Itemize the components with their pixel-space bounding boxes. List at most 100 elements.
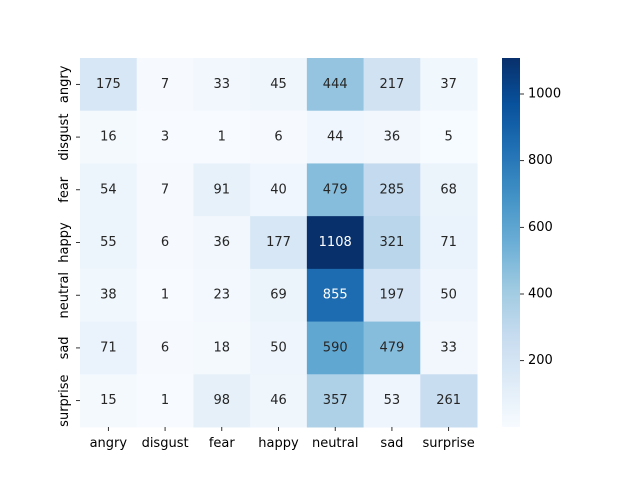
cell-value-label-surprise-happy: 46 bbox=[270, 393, 287, 408]
heatmap-cell-happy-sad bbox=[363, 216, 421, 270]
heatmap-cell-angry-surprise bbox=[420, 58, 478, 112]
heatmap-cell-happy-fear bbox=[193, 216, 251, 270]
y-tick-label-neutral: neutral bbox=[57, 272, 72, 319]
heatmap-cell-happy-angry bbox=[80, 216, 138, 270]
heatmap-cell-sad-disgust bbox=[136, 321, 194, 375]
cell-value-label-fear-happy: 40 bbox=[270, 182, 287, 197]
heatmap-cell-surprise-fear bbox=[193, 374, 251, 428]
cell-value-label-happy-surprise: 71 bbox=[440, 235, 457, 250]
heatmap-cell-fear-happy bbox=[250, 163, 308, 217]
heatmap-cell-disgust-neutral bbox=[306, 110, 365, 164]
heatmap-cell-sad-neutral bbox=[306, 321, 365, 375]
x-tick-label-angry: angry bbox=[90, 436, 128, 451]
cell-value-label-disgust-fear: 1 bbox=[218, 130, 226, 145]
heatmap-cell-angry-neutral bbox=[306, 58, 365, 112]
heatmap-cell-fear-disgust bbox=[136, 163, 194, 217]
cell-value-label-sad-happy: 50 bbox=[270, 340, 287, 355]
heatmap-cell-fear-fear bbox=[193, 163, 251, 217]
heatmap-cell-sad-surprise bbox=[420, 321, 478, 375]
cell-value-label-angry-happy: 45 bbox=[270, 77, 287, 92]
heatmap-cell-surprise-happy bbox=[250, 374, 308, 428]
heatmap-cell-fear-surprise bbox=[420, 163, 478, 217]
cell-value-label-angry-disgust: 7 bbox=[161, 77, 169, 92]
cell-value-label-surprise-fear: 98 bbox=[214, 393, 231, 408]
cell-value-label-surprise-surprise: 261 bbox=[436, 393, 461, 408]
heatmap-cell-neutral-disgust bbox=[136, 268, 194, 323]
heatmap-cell-angry-fear bbox=[193, 58, 251, 112]
heatmap-cell-surprise-sad bbox=[363, 374, 421, 428]
x-tick-label-neutral: neutral bbox=[312, 436, 359, 451]
heatmap-cell-disgust-happy bbox=[250, 110, 308, 164]
heatmap-cell-happy-surprise bbox=[420, 216, 478, 270]
cell-value-label-fear-neutral: 479 bbox=[323, 182, 348, 197]
heatmap-cell-neutral-fear bbox=[193, 268, 251, 323]
colorbar: 200 400 600 800 1000 bbox=[502, 58, 561, 427]
y-tick-label-fear: fear bbox=[57, 176, 72, 203]
x-tick-label-sad: sad bbox=[380, 436, 403, 451]
heatmap-cell-fear-angry bbox=[80, 163, 138, 217]
cell-value-label-fear-sad: 285 bbox=[380, 182, 405, 197]
y-tick-label-happy: happy bbox=[57, 222, 72, 263]
y-tick-label-surprise: surprise bbox=[57, 374, 72, 426]
colorbar-tick-label-400: 400 bbox=[528, 287, 553, 302]
colorbar-tick-label-200: 200 bbox=[528, 353, 553, 368]
cell-value-label-fear-disgust: 7 bbox=[161, 182, 169, 197]
heatmap-cell-neutral-surprise bbox=[420, 268, 478, 323]
heatmap-cell-fear-sad bbox=[363, 163, 421, 217]
heatmap-cell-happy-disgust bbox=[136, 216, 194, 270]
y-tick-label-disgust: disgust bbox=[57, 114, 72, 161]
cell-value-label-angry-fear: 33 bbox=[214, 77, 231, 92]
heatmap-cell-surprise-angry bbox=[80, 374, 138, 428]
cell-value-label-happy-neutral: 1108 bbox=[319, 235, 352, 250]
cell-value-label-surprise-sad: 53 bbox=[384, 393, 401, 408]
x-tick-label-surprise: surprise bbox=[422, 436, 474, 451]
cell-value-label-sad-disgust: 6 bbox=[161, 340, 169, 355]
heatmap-cell-neutral-happy bbox=[250, 268, 308, 323]
cell-value-label-angry-sad: 217 bbox=[380, 77, 405, 92]
y-axis-ticks: angry disgust fear happy neutral sad surprise bbox=[57, 65, 80, 427]
heatmap-cell-surprise-neutral bbox=[306, 374, 365, 428]
heatmap-cell-happy-happy bbox=[250, 216, 308, 270]
heatmap-cell-surprise-disgust bbox=[136, 374, 194, 428]
heatmap-cell-angry-happy bbox=[250, 58, 308, 112]
heatmap-cell-angry-disgust bbox=[136, 58, 194, 112]
cell-value-label-disgust-angry: 16 bbox=[100, 130, 117, 145]
y-tick-label-angry: angry bbox=[57, 65, 72, 103]
heatmap-cell-disgust-disgust bbox=[136, 110, 194, 164]
cell-value-label-angry-neutral: 444 bbox=[323, 77, 348, 92]
cell-value-label-happy-happy: 177 bbox=[266, 235, 291, 250]
x-axis-ticks: angry disgust fear happy neutral sad surprise bbox=[90, 427, 475, 451]
cell-value-label-angry-surprise: 37 bbox=[440, 77, 457, 92]
cell-value-label-disgust-neutral: 44 bbox=[327, 130, 344, 145]
cell-value-label-happy-sad: 321 bbox=[380, 235, 405, 250]
cell-value-label-angry-angry: 175 bbox=[96, 77, 121, 92]
cell-value-label-happy-angry: 55 bbox=[100, 235, 117, 250]
heatmap-cell-neutral-sad bbox=[363, 268, 421, 323]
heatmap-cell-sad-fear bbox=[193, 321, 251, 375]
cell-value-label-sad-neutral: 590 bbox=[323, 340, 348, 355]
cell-value-label-sad-angry: 71 bbox=[100, 340, 117, 355]
heatmap-cell-surprise-surprise bbox=[420, 374, 478, 428]
heatmap-cell-neutral-neutral bbox=[306, 268, 365, 323]
heatmap-cell-sad-happy bbox=[250, 321, 308, 375]
cell-value-label-neutral-surprise: 50 bbox=[440, 288, 457, 303]
colorbar-tick-label-600: 600 bbox=[528, 220, 553, 235]
heatmap-cell-angry-sad bbox=[363, 58, 421, 112]
cell-value-label-neutral-neutral: 855 bbox=[323, 288, 348, 303]
colorbar-tick-label-800: 800 bbox=[528, 153, 553, 168]
heatmap-cell-fear-neutral bbox=[306, 163, 365, 217]
cell-value-label-disgust-sad: 36 bbox=[384, 130, 401, 145]
cell-value-label-happy-fear: 36 bbox=[214, 235, 231, 250]
colorbar-gradient bbox=[502, 58, 520, 427]
cell-value-label-fear-fear: 91 bbox=[214, 182, 231, 197]
cell-value-label-neutral-disgust: 1 bbox=[161, 288, 169, 303]
cell-value-label-neutral-fear: 23 bbox=[214, 288, 231, 303]
heatmap-cell-sad-angry bbox=[80, 321, 138, 375]
cell-value-label-neutral-angry: 38 bbox=[100, 288, 117, 303]
heatmap-cell-neutral-angry bbox=[80, 268, 138, 323]
cell-value-label-sad-sad: 479 bbox=[380, 340, 405, 355]
cell-value-label-disgust-disgust: 3 bbox=[161, 130, 169, 145]
heatmap-cell-disgust-fear bbox=[193, 110, 251, 164]
